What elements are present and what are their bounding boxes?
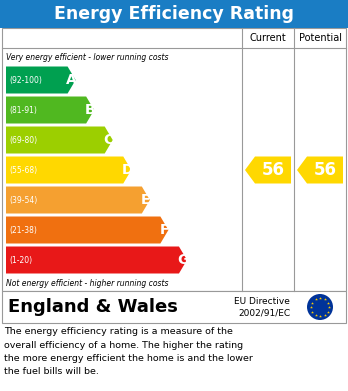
Polygon shape: [6, 66, 76, 93]
Text: the more energy efficient the home is and the lower: the more energy efficient the home is an…: [4, 354, 253, 363]
Circle shape: [307, 294, 333, 320]
Text: (55-68): (55-68): [9, 165, 37, 174]
Text: (39-54): (39-54): [9, 196, 37, 204]
Text: (69-80): (69-80): [9, 136, 37, 145]
Text: Not energy efficient - higher running costs: Not energy efficient - higher running co…: [6, 278, 168, 287]
Text: Very energy efficient - lower running costs: Very energy efficient - lower running co…: [6, 54, 168, 63]
Polygon shape: [6, 127, 113, 154]
Text: (21-38): (21-38): [9, 226, 37, 235]
Text: The energy efficiency rating is a measure of the: The energy efficiency rating is a measur…: [4, 327, 233, 336]
Bar: [2, 291, 346, 323]
Polygon shape: [297, 156, 343, 183]
Text: Current: Current: [250, 33, 286, 43]
Text: G: G: [177, 253, 189, 267]
Text: E: E: [141, 193, 151, 207]
Text: C: C: [104, 133, 114, 147]
Text: (92-100): (92-100): [9, 75, 42, 84]
Polygon shape: [6, 246, 187, 273]
Text: D: D: [121, 163, 133, 177]
Polygon shape: [6, 97, 94, 124]
Text: B: B: [85, 103, 95, 117]
Bar: [2, 28, 346, 291]
Text: (81-91): (81-91): [9, 106, 37, 115]
Text: overall efficiency of a home. The higher the rating: overall efficiency of a home. The higher…: [4, 341, 243, 350]
Text: EU Directive
2002/91/EC: EU Directive 2002/91/EC: [234, 297, 290, 317]
Polygon shape: [6, 217, 168, 244]
Polygon shape: [245, 156, 291, 183]
Text: Potential: Potential: [299, 33, 341, 43]
Bar: [0, 0, 348, 28]
Text: England & Wales: England & Wales: [8, 298, 178, 316]
Polygon shape: [6, 156, 131, 183]
Text: F: F: [160, 223, 169, 237]
Text: (1-20): (1-20): [9, 255, 32, 264]
Text: Energy Efficiency Rating: Energy Efficiency Rating: [54, 5, 294, 23]
Text: the fuel bills will be.: the fuel bills will be.: [4, 368, 99, 377]
Polygon shape: [6, 187, 150, 213]
Text: 56: 56: [261, 161, 285, 179]
Text: A: A: [66, 73, 77, 87]
Text: 56: 56: [314, 161, 337, 179]
